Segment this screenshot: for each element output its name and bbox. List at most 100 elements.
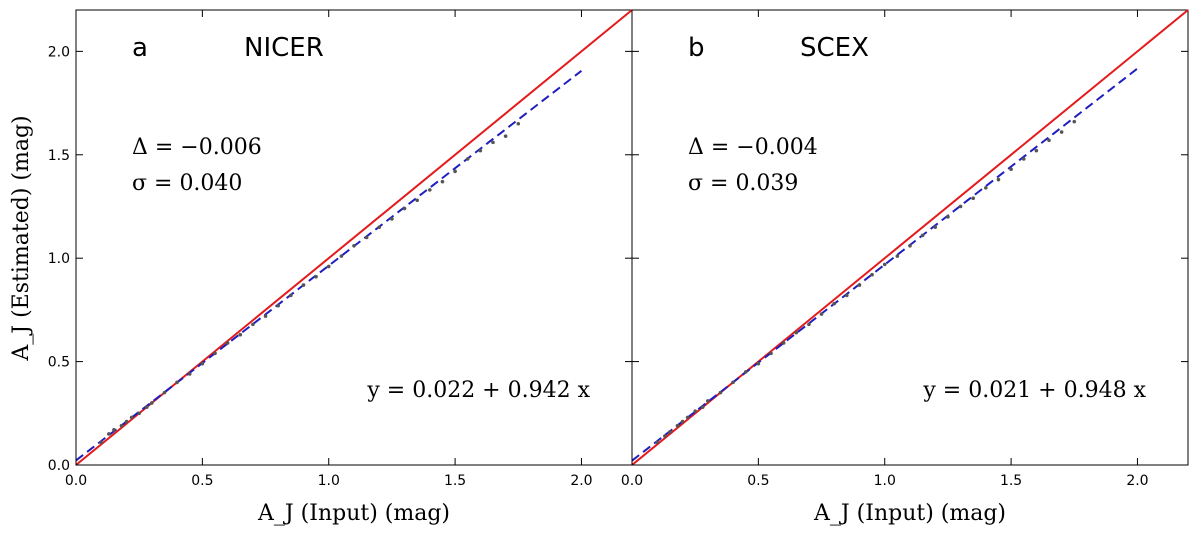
panel-b-data-point — [1072, 119, 1077, 124]
panel-b-data-point — [832, 301, 836, 306]
panel-b-data-point — [845, 293, 849, 298]
panel-b-letter: b — [688, 33, 705, 63]
panel-a-data-point — [175, 380, 179, 385]
panel-b-data-point — [971, 196, 975, 201]
panel-b-x-tick-label: 1.5 — [1000, 473, 1022, 489]
panel-b-data-point — [908, 243, 912, 248]
y-axis-label: A_J (Estimated) (mag) — [9, 115, 34, 361]
panel-b-data-point — [1009, 167, 1013, 172]
panel-a-data-point — [200, 361, 205, 366]
panel-a-data-point — [301, 283, 306, 287]
panel-a-x-tick-label: 0.0 — [65, 473, 87, 489]
panel-a-x-tick-label: 1.5 — [444, 473, 466, 489]
panel-a-data-point — [390, 217, 394, 221]
panel-b-data-point — [819, 312, 824, 316]
panel-a-data-point — [491, 140, 495, 145]
panel-a-data-point — [428, 188, 432, 192]
panel-b-x-tick-label: 2.0 — [1126, 473, 1148, 489]
panel-b-data-point — [996, 177, 1001, 182]
panel-b-data-point — [680, 419, 685, 424]
panel-b-x-tick-label: 1.0 — [874, 473, 896, 489]
panel-a-x-tick-label: 1.0 — [318, 473, 340, 489]
panel-a-data-point — [238, 332, 243, 337]
panel-a-data-point — [516, 121, 521, 126]
panel-a-x-tick-label: 0.5 — [191, 473, 213, 489]
panel-a-data-point — [162, 390, 167, 395]
panel-a-data-point — [402, 206, 407, 211]
panel-a-data-point — [99, 440, 104, 445]
panel-a-data-point — [465, 157, 470, 161]
panel-a-data-point — [137, 411, 141, 416]
panel-a-data-point — [251, 322, 255, 327]
panel-a-data-point — [326, 264, 331, 269]
panel-a-fit-line — [75, 70, 583, 462]
panel-b-x-tick-label: 0.5 — [747, 473, 769, 489]
panel-b-data-point — [1021, 157, 1026, 161]
panel-b-data-point — [756, 361, 761, 366]
panel-a-data-point — [107, 432, 111, 436]
panel-b-data-point — [807, 322, 811, 327]
panel-a-data-point — [119, 423, 124, 428]
panel-a-series — [75, 9, 633, 466]
panel-a-sigma: σ = 0.040 — [132, 171, 242, 196]
panel-b-frame — [631, 9, 1189, 466]
panel-b-data-point — [958, 204, 963, 209]
panel-a-data-point — [187, 372, 192, 376]
panel-a-y-tick-label: 2.0 — [48, 44, 70, 60]
panel-b-data-point — [731, 380, 735, 385]
panel-b-data-point — [693, 409, 697, 414]
panel-b-data-point — [984, 186, 988, 190]
panel-a-data-point — [478, 148, 483, 153]
panel-a-data-point — [339, 254, 344, 258]
panel-b-data-point — [655, 440, 660, 445]
panel-b-data-point — [933, 225, 938, 229]
panel-a-data-point — [276, 303, 280, 308]
panel-b-ticks: 0.0 0.5 1.0 1.5 2.0 — [621, 10, 1188, 489]
panel-b-data-point — [920, 233, 925, 238]
panel-a-fit-equation: y = 0.022 + 0.942 x — [366, 378, 590, 403]
panel-b-data-point — [1047, 138, 1051, 143]
panel-b-data-point — [882, 262, 887, 267]
panel-b-title: SCEX — [800, 33, 869, 63]
panel-a-y-tick-label: 1.5 — [48, 148, 70, 164]
panel-a-data-point — [144, 405, 149, 409]
panel-a-letter: a — [132, 33, 148, 63]
panel-b-fit-line — [631, 67, 1139, 462]
panel-a-data-point — [225, 341, 230, 345]
panel-a-data-point — [377, 225, 382, 229]
panel-a-data-point — [263, 314, 268, 318]
panel-a-data-point — [503, 134, 508, 138]
panel-b-data-point — [663, 434, 667, 438]
panel-b-data-point — [857, 283, 862, 287]
panel-a-data-point — [150, 401, 154, 405]
panel-b-data-point — [700, 405, 705, 409]
panel-b-data-point — [743, 370, 748, 374]
panel-b-delta: Δ = −0.004 — [688, 135, 818, 160]
panel-a-y-tick-label: 0.5 — [48, 355, 70, 371]
panel-a-xlabel: A_J (Input) (mag) — [257, 501, 450, 526]
panel-a-data-point — [364, 235, 369, 240]
panel-a-data-point — [352, 243, 356, 248]
panel-b-data-point — [870, 272, 874, 277]
panel-b-data-point — [781, 341, 786, 345]
panel-a-y-tick-label: 1.0 — [48, 251, 70, 267]
panel-a-delta: Δ = −0.006 — [132, 135, 262, 160]
panel-b-data-point — [685, 415, 690, 420]
panel-a-data-point — [440, 179, 445, 184]
panel-b-data-point — [794, 330, 799, 335]
panel-a-data-point — [129, 415, 134, 420]
panel-a-ticks: 0.0 0.5 1.0 1.5 2.0 0.0 0.5 1.0 1.5 2.0 — [48, 10, 632, 489]
panel-b: 0.0 0.5 1.0 1.5 2.0 b SCEX Δ = −0.004 σ = 0.… — [621, 9, 1189, 489]
panel-a: 0.0 0.5 1.0 1.5 2.0 0.0 0.5 1.0 1.5 2.0 a NICER Δ… — [48, 9, 633, 489]
panel-a-data-point — [314, 274, 318, 279]
panel-b-sigma: σ = 0.039 — [688, 171, 798, 196]
panel-a-data-point — [112, 428, 116, 432]
panel-a-data-point — [124, 419, 129, 424]
panel-a-data-point — [289, 293, 293, 298]
panel-b-data-point — [1059, 130, 1064, 134]
panel-b-data-point — [946, 215, 950, 219]
panel-b-data-point — [718, 390, 723, 395]
panel-a-data-point — [415, 198, 419, 203]
panel-b-fit-equation: y = 0.021 + 0.948 x — [922, 378, 1146, 403]
